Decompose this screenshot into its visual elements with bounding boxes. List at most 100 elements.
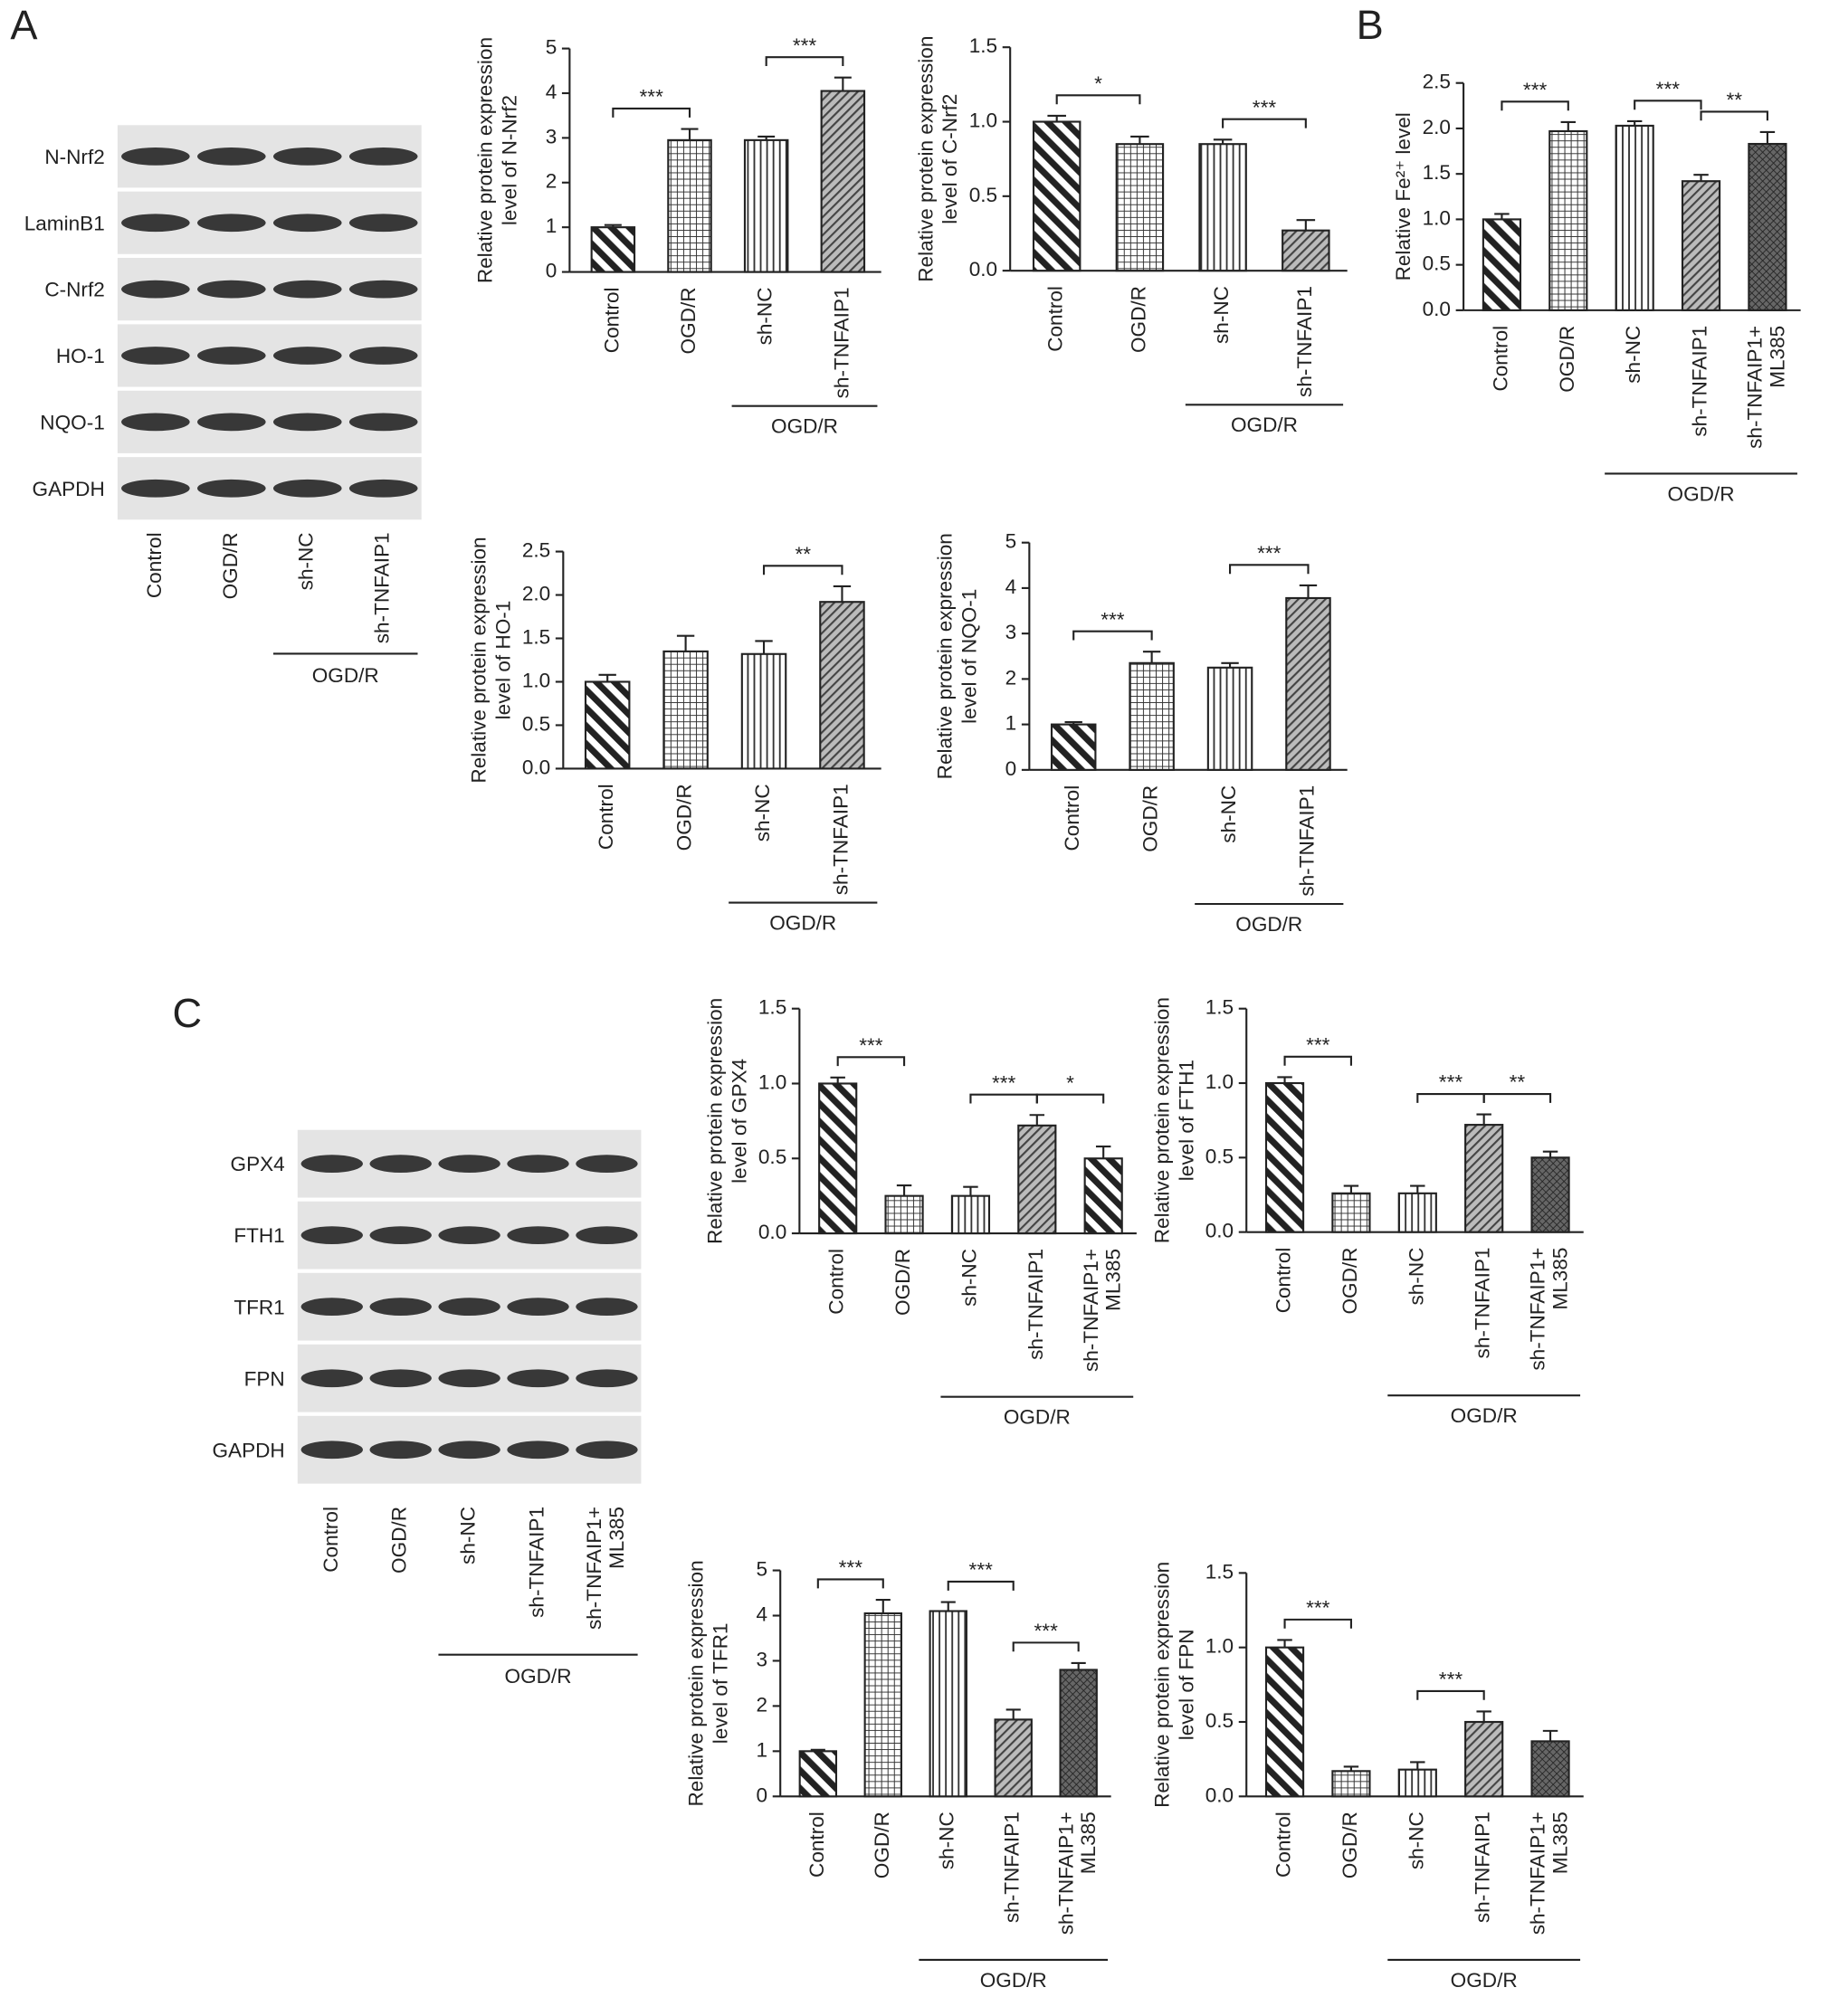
error-bar [1142,651,1161,663]
bar [1681,180,1721,311]
x-tick-label: sh-TNFAIP1 [1293,286,1316,397]
x-tick-label: Control [1272,1812,1295,1878]
blot-label: FPN [244,1367,285,1390]
error-bar [1296,219,1316,231]
error-bar [1047,114,1066,122]
error-bar [1095,1145,1111,1159]
blot-band [121,479,190,498]
blot-band [576,1441,638,1460]
blot-band [300,1155,363,1174]
bar [1530,1740,1570,1798]
blot-band [369,1298,432,1317]
bar [1282,229,1330,272]
significance-bracket [1072,630,1153,641]
y-tick-label: 1.0 [522,669,550,691]
x-tick-label: Control [1489,326,1511,392]
blot-label: C-Nrf2 [44,279,104,301]
x-tick-label: OGD/R [673,784,696,851]
significance-label: *** [1523,79,1548,101]
significance-bracket [816,1578,884,1589]
bar [1397,1192,1437,1233]
bar [1615,124,1654,311]
significance-bracket [1700,110,1768,121]
blot-band [272,347,342,365]
bar [798,1750,838,1798]
bar [667,138,712,273]
y-axis-label: Relative protein expression [474,37,497,283]
y-axis-label: level of FTH1 [1175,1060,1197,1181]
x-tick-label: sh-NC [1405,1248,1427,1306]
y-axis-label: Relative protein expression [934,533,957,779]
error-bar [1410,1184,1425,1193]
y-tick-label: 1 [757,1738,768,1761]
blot-band [369,1226,432,1245]
y-axis-label: Relative protein expression [704,998,727,1244]
error-bar [1560,120,1577,131]
error-bar [810,1748,825,1752]
significance-label: *** [1656,78,1681,100]
blot-band [121,214,190,233]
bar [740,652,787,770]
x-tick-label: sh-TNFAIP1 [1689,326,1711,437]
blot-band [507,1226,569,1245]
x-tick-label: sh-TNFAIP1+ML385 [1080,1249,1125,1372]
significance-label: *** [1257,542,1282,565]
blot-band [272,479,342,498]
y-axis-label: Relative protein expression [914,36,937,282]
error-bar [1343,1184,1359,1193]
error-bar [940,1601,956,1612]
significance-label: *** [1306,1597,1330,1620]
y-axis-label: Relative protein expression [1150,1562,1173,1808]
significance-bracket [1012,1641,1080,1652]
x-tick-label: Control [1044,286,1067,352]
y-tick-label: 0.5 [1205,1145,1234,1167]
x-tick-label: sh-TNFAIP1 [1024,1249,1047,1360]
blot-label: HO-1 [56,345,105,367]
bar [1083,1157,1123,1235]
blot-band [348,347,418,365]
y-axis-label: level of GPX4 [728,1059,750,1184]
blot-band [121,347,190,365]
x-tick-label: sh-TNFAIP1 [1001,1812,1024,1923]
y-axis-label: Relative Fe²⁺ level [1392,112,1415,281]
significance-bracket [1283,1618,1352,1629]
x-tick-label: OGD/R [1139,785,1162,852]
x-tick-label: sh-TNFAIP1+ML385 [1743,326,1788,449]
blot-band [348,147,418,166]
panel-label: B [1357,2,1384,48]
significance-label: *** [1439,1669,1463,1691]
bar [820,90,866,273]
y-tick-label: 1 [1005,712,1017,735]
significance-label: *** [1101,608,1125,631]
group-label: OGD/R [769,912,836,935]
significance-bracket [762,565,843,575]
y-tick-label: 2.5 [522,539,550,562]
significance-bracket [1055,94,1141,105]
y-tick-label: 0.0 [969,258,997,281]
bar [1464,1124,1504,1233]
group-label: OGD/R [1668,482,1735,505]
x-tick-label: sh-TNFAIP1+ML385 [1527,1812,1572,1935]
x-tick-label: Control [805,1812,828,1878]
error-bar [1410,1761,1425,1770]
y-tick-label: 1.0 [758,1070,786,1093]
bar [743,138,789,273]
significance-label: * [1094,72,1102,95]
bar [1017,1124,1057,1235]
y-tick-label: 0.5 [1423,252,1451,275]
significance-label: *** [969,1559,994,1582]
error-bar [834,76,852,91]
blot-band [507,1441,569,1460]
y-tick-label: 0.0 [758,1221,786,1243]
significance-bracket [1035,1093,1105,1104]
significance-label: ** [795,543,811,566]
significance-label: *** [1306,1034,1330,1057]
bar [1115,143,1165,272]
error-bar [676,634,695,651]
significance-bracket [1501,100,1569,111]
significance-label: *** [793,34,817,57]
x-tick-label: OGD/R [891,1249,914,1316]
blot-band [576,1226,638,1245]
bar [1548,129,1588,311]
